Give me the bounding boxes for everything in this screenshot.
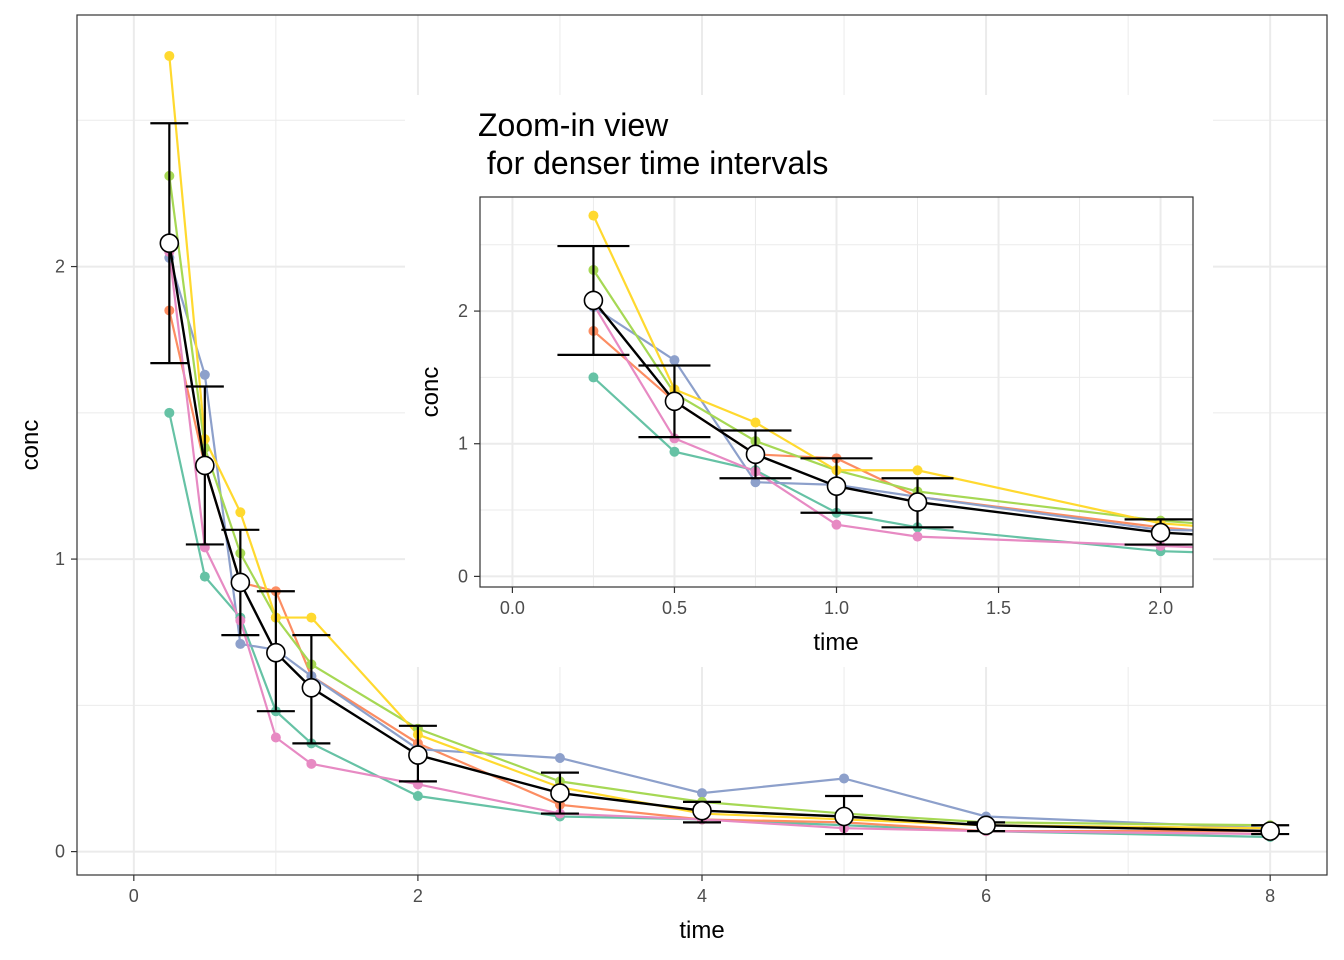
inset-title-line-1: Zoom-in view xyxy=(478,107,669,143)
inset-x-tick-label: 1.5 xyxy=(986,598,1011,618)
main-series-4-point xyxy=(306,758,317,769)
main-mean-series xyxy=(150,122,1290,841)
main-mean-point xyxy=(550,783,570,803)
main-mean-point xyxy=(692,800,712,821)
inset-x-tick-label: 2.0 xyxy=(1148,598,1173,618)
main-series-1-point xyxy=(164,407,175,418)
main-y-tick-label: 0 xyxy=(55,842,65,862)
inset-series-3-point xyxy=(669,355,680,366)
inset-series-6-point xyxy=(912,465,923,476)
main-series-6-point xyxy=(306,612,317,623)
main-y-ticks: 0 1 2 xyxy=(55,257,77,862)
main-x-tick-label: 8 xyxy=(1265,886,1275,906)
inset-title: Zoom-in view for denser time intervals xyxy=(478,107,828,181)
inset-x-tick-label: 1.0 xyxy=(824,598,849,618)
main-x-ticks: 0 2 4 6 8 xyxy=(129,875,1275,906)
main-mean-point xyxy=(1260,821,1280,841)
main-y-tick-label: 1 xyxy=(55,549,65,569)
inset-mean-point xyxy=(826,476,847,496)
inset-x-axis-title: time xyxy=(813,629,858,656)
inset-mean-point xyxy=(664,391,685,412)
inset-series-3-point xyxy=(750,477,761,488)
inset-mean-point xyxy=(907,492,928,512)
main-y-axis-title: conc xyxy=(17,420,44,471)
inset-y-ticks: 0 1 2 xyxy=(458,301,480,586)
main-mean-point xyxy=(230,572,251,593)
main-series-3-point xyxy=(839,773,850,784)
main-mean-point xyxy=(976,815,996,836)
inset-series-6-point xyxy=(750,417,761,428)
inset-mean-point xyxy=(745,444,766,465)
main-series-3-point xyxy=(199,369,210,380)
inset-mean-series xyxy=(557,244,1193,546)
main-mean-point xyxy=(195,455,215,476)
main-mean-point xyxy=(266,642,286,663)
main-mean-point xyxy=(301,677,322,698)
inset-y-axis-title: conc xyxy=(417,367,444,418)
inset-y-tick-label: 0 xyxy=(458,566,468,586)
main-x-axis-title: time xyxy=(679,917,724,944)
main-series-1-point xyxy=(412,791,423,802)
inset-series-1-point xyxy=(588,372,599,383)
main-series-3-point xyxy=(697,788,707,799)
main-y-tick-label: 2 xyxy=(55,257,65,277)
inset-mean-point xyxy=(1150,522,1171,543)
inset-mean-point xyxy=(583,290,604,311)
main-x-tick-label: 4 xyxy=(697,886,707,906)
main-mean-point xyxy=(159,233,180,253)
main-mean-point xyxy=(408,745,428,765)
inset-series-4-point xyxy=(1155,540,1166,551)
main-x-tick-label: 0 xyxy=(129,886,139,906)
main-x-tick-label: 6 xyxy=(981,886,991,906)
main-series-3-point xyxy=(554,752,565,763)
main-series-3-point xyxy=(235,638,246,649)
inset-series-4-point xyxy=(912,531,923,542)
inset-series-1-point xyxy=(669,446,680,457)
inset-title-line-2: for denser time intervals xyxy=(478,145,828,181)
main-series-1-point xyxy=(199,571,210,582)
inset-y-tick-label: 2 xyxy=(458,301,468,321)
inset-x-tick-label: 0.0 xyxy=(500,598,525,618)
inset-x-tick-label: 0.5 xyxy=(662,598,687,618)
main-mean-point xyxy=(834,806,854,827)
inset-panel: Zoom-in view for denser time intervals 0… xyxy=(405,95,1213,667)
main-series-6-point xyxy=(235,507,246,518)
inset-series-4-point xyxy=(831,519,842,530)
inset-x-ticks: 0.0 0.5 1.0 1.5 2.0 xyxy=(500,587,1173,618)
main-series-6-point xyxy=(164,50,175,61)
inset-series-6-point xyxy=(588,210,599,221)
inset-series-4-point xyxy=(669,433,680,444)
main-x-tick-label: 2 xyxy=(413,886,423,906)
main-series-4-point xyxy=(270,732,281,743)
inset-y-tick-label: 1 xyxy=(458,434,468,454)
